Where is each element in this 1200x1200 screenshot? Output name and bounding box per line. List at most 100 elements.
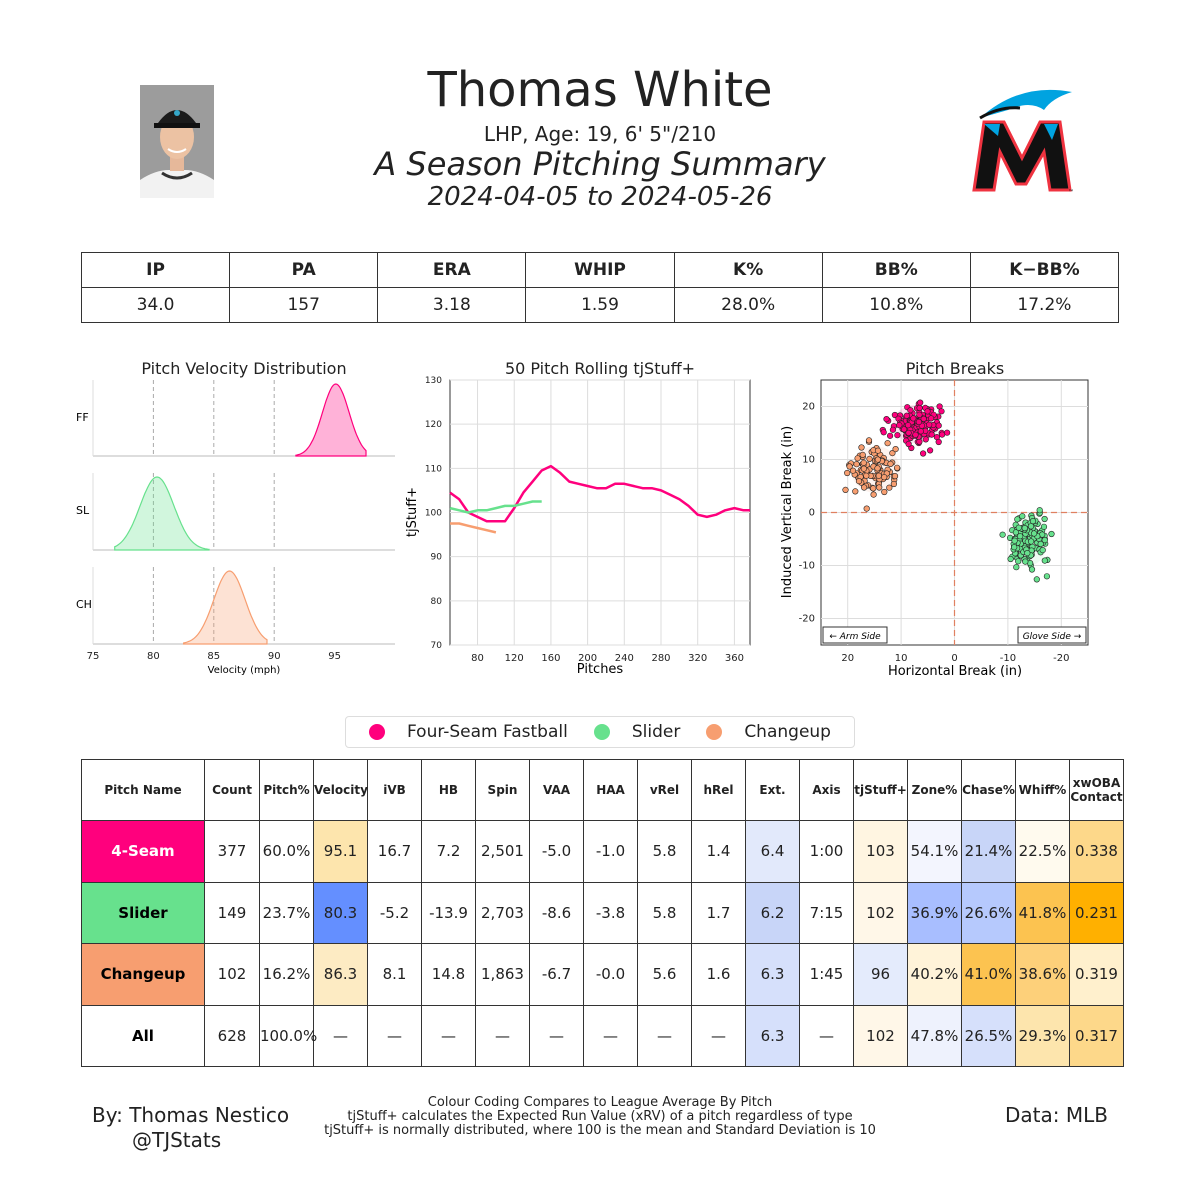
- breaks-point-changeup: [890, 480, 897, 488]
- pitch-table-row: 4-Seam 377 60.0% 95.1 16.7 7.2 2,501 -5.0 -1.0 5.…: [81, 820, 1124, 883]
- breaks-point-fastball: [883, 415, 890, 423]
- pitch-breaks-chart: Pitch Breaks 20 10 0 -10 -20 -20 -10 0 10 20 ← Ar…: [780, 359, 1089, 679]
- pitch-metric-cell: —: [529, 1004, 584, 1067]
- rolling-line-fastball: [449, 464, 750, 523]
- pitch-metric-cell: —: [583, 1004, 638, 1067]
- rolling-y-tick-label: 90: [431, 553, 443, 563]
- breaks-point-changeup: [866, 455, 873, 462]
- rolling-x-label: Pitches: [577, 662, 624, 677]
- summary-subtitle: A Season Pitching Summary: [374, 145, 826, 183]
- breaks-point-slider: [1022, 558, 1029, 565]
- rolling-x-tick-label: 120: [505, 653, 524, 664]
- pitch-metric-cell: 96: [853, 943, 908, 1006]
- rolling-gridlines: [450, 379, 750, 646]
- breaks-point-slider: [1012, 529, 1019, 536]
- breaks-point-slider: [1014, 516, 1021, 523]
- rolling-x-tick-label: 200: [578, 653, 597, 664]
- breaks-x-tick-label: 10: [895, 653, 908, 664]
- legend-marker-fastball: [369, 724, 385, 740]
- breaks-point-fastball: [886, 432, 894, 439]
- breaks-point-changeup: [865, 437, 873, 444]
- rolling-line-changeup: [450, 522, 497, 534]
- breaks-point-slider: [1048, 530, 1055, 538]
- breaks-point-slider: [1007, 555, 1014, 563]
- team-logo: ™: [960, 80, 1085, 200]
- breaks-point-fastball: [935, 438, 942, 446]
- breaks-point-fastball: [938, 408, 945, 415]
- velocity-x-tick-label: 75: [87, 651, 100, 662]
- breaks-point-changeup: [860, 484, 868, 491]
- author-handle: @TJStats: [132, 1128, 222, 1152]
- pitch-metric-cell: 40.2%: [907, 943, 962, 1006]
- velocity-area-ch: [183, 570, 268, 645]
- pitch-metric-cell: -8.6: [529, 881, 584, 944]
- breaks-point-changeup: [892, 445, 899, 453]
- pitch-metric-cell: 22.5%: [1015, 820, 1070, 883]
- breaks-point-changeup: [891, 472, 899, 480]
- breaks-point-fastball: [905, 429, 912, 436]
- breaks-point-slider: [1011, 544, 1018, 551]
- breaks-point-fastball: [917, 428, 924, 435]
- pitch-metric-cell: 103: [853, 820, 908, 883]
- rolling-y-tick-label: 70: [431, 641, 443, 651]
- breaks-point-fastball: [910, 415, 917, 422]
- pitch-metric-cell: —: [313, 1004, 368, 1067]
- breaks-point-slider: [999, 531, 1006, 538]
- velocity-area-sl: [114, 476, 210, 551]
- rolling-stuff-chart: 50 Pitch Rolling tjStuff+ 80 120 160 200 240…: [405, 359, 751, 677]
- breaks-point-fastball: [928, 431, 935, 438]
- stat-value-bb-pct: 10.8%: [821, 287, 971, 323]
- breaks-point-changeup: [844, 469, 851, 477]
- breaks-point-fastball: [916, 411, 923, 418]
- breaks-point-slider: [1041, 557, 1048, 564]
- breaks-y-label: Induced Vertical Break (in): [780, 426, 795, 599]
- breaks-point-fastball: [880, 429, 887, 436]
- pitch-metric-cell: 1,863: [475, 943, 530, 1006]
- pitch-metric-cell: 38.6%: [1015, 943, 1070, 1006]
- stat-header-era: ERA: [377, 252, 527, 288]
- breaks-point-changeup: [858, 444, 865, 451]
- pitch-table-header-cell: Velocity: [313, 759, 368, 821]
- breaks-point-slider: [1031, 530, 1038, 537]
- breaks-point-changeup: [849, 467, 857, 474]
- rolling-y-tick-label: 80: [431, 597, 443, 607]
- pitch-metric-cell: 102: [853, 1004, 908, 1067]
- legend-item-changeup: Changeup: [706, 722, 831, 742]
- breaks-point-changeup: [860, 465, 867, 472]
- pitch-metric-cell: 0.317: [1069, 1004, 1124, 1067]
- legend-marker-changeup: [706, 724, 723, 740]
- breaks-point-changeup: [884, 440, 891, 447]
- breaks-y-tick-label: 0: [809, 508, 815, 519]
- pitch-metric-cell: 1:00: [799, 820, 854, 883]
- player-headshot: [140, 85, 214, 198]
- breaks-point-slider: [1033, 576, 1040, 583]
- stat-header-k-bb-pct: K−BB%: [969, 252, 1120, 288]
- rolling-x-tick-label: 160: [541, 653, 560, 664]
- breaks-point-fastball: [907, 407, 914, 414]
- velocity-x-tick-label: 95: [328, 651, 341, 662]
- breaks-point-slider: [1017, 533, 1024, 540]
- pitch-name-cell: Changeup: [81, 943, 205, 1006]
- pitch-table-row: Slider 149 23.7% 80.3 -5.2 -13.9 2,703 -8.6 -3.8…: [81, 881, 1124, 944]
- legend-marker-slider: [593, 724, 610, 740]
- breaks-point-changeup: [860, 459, 867, 466]
- rolling-series-lines: [449, 464, 750, 534]
- breaks-chart-title: Pitch Breaks: [906, 359, 1005, 378]
- breaks-point-changeup: [875, 472, 882, 479]
- velocity-x-tick-label: 90: [268, 651, 281, 662]
- pitch-table-header-cell: HAA: [583, 759, 638, 821]
- pitch-metric-cell: 149: [204, 881, 260, 944]
- pitch-metric-cell: 16.2%: [259, 943, 314, 1006]
- breaks-point-fastball: [896, 422, 903, 429]
- stat-value-k-bb-pct: 17.2%: [969, 287, 1120, 323]
- pitch-metric-cell: —: [475, 1004, 530, 1067]
- breaks-point-slider: [1015, 524, 1022, 531]
- breaks-point-slider: [1028, 566, 1036, 573]
- breaks-point-slider: [1036, 507, 1043, 514]
- velocity-label-ch: CH: [76, 598, 92, 611]
- stat-value-ip: 34.0: [80, 287, 231, 323]
- note-colour-coding: Colour Coding Compares to League Average…: [427, 1095, 773, 1110]
- pitch-metric-cell: -5.2: [367, 881, 422, 944]
- pitch-metric-cell: 5.6: [637, 943, 692, 1006]
- pitch-metric-cell: 377: [204, 820, 260, 883]
